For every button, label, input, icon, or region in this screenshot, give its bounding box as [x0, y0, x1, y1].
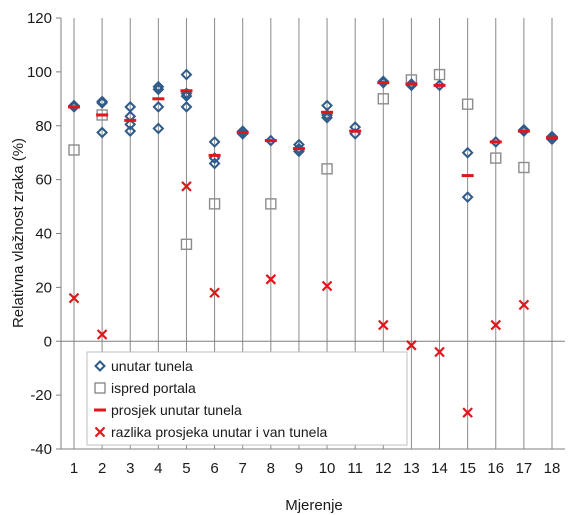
x-point — [265, 274, 277, 285]
diamond-point — [124, 118, 137, 131]
diamond-point — [152, 100, 165, 113]
diamond-point — [180, 90, 193, 103]
diamond-point — [377, 75, 390, 88]
gridlines — [73, 18, 553, 449]
square-point — [461, 98, 474, 110]
x-tick-label: 10 — [319, 460, 336, 477]
square-point — [208, 198, 221, 210]
x-tick-label: 2 — [98, 460, 106, 477]
diamond-point — [180, 68, 193, 81]
x-point — [518, 299, 530, 311]
x-tick-label: 1 — [70, 460, 78, 477]
diamond-point — [152, 80, 165, 93]
x-point — [434, 346, 445, 358]
square-point — [377, 93, 389, 105]
y-tick-label: 0 — [44, 333, 52, 350]
x-tick-label: 3 — [126, 460, 134, 477]
diamond-point — [208, 135, 221, 148]
x-tick-label: 9 — [295, 460, 303, 477]
y-tick-label: 100 — [27, 64, 52, 81]
x-tick-label: 14 — [431, 460, 448, 477]
legend-x-mark-icon — [94, 426, 106, 438]
legend-label: unutar tunela — [111, 358, 193, 374]
x-point — [181, 181, 192, 192]
x-tick-label: 8 — [267, 460, 275, 477]
legend-diamond-icon — [94, 360, 106, 372]
diamond-point — [124, 125, 137, 138]
y-tick-label: 80 — [35, 118, 52, 135]
x-point — [490, 319, 502, 331]
x-tick-label: 11 — [347, 460, 363, 477]
y-tick-label: 20 — [35, 279, 52, 296]
x-tick-label: 16 — [487, 460, 504, 477]
y-tick-label: -40 — [30, 441, 52, 458]
diamond-point — [180, 100, 193, 113]
diamond-point — [461, 146, 474, 159]
diamond-point — [208, 157, 221, 170]
legend-label: razlika prosjeka unutar i van tunela — [111, 424, 328, 440]
square-point — [68, 144, 80, 156]
legend-box — [86, 351, 408, 446]
x-tick-label: 7 — [239, 460, 247, 477]
diamond-point — [152, 122, 165, 135]
data-marks — [68, 68, 558, 418]
x-tick-label: 4 — [154, 460, 162, 477]
square-point — [518, 161, 530, 174]
x-point — [462, 407, 473, 418]
y-tick-label: 60 — [35, 172, 52, 189]
x-point — [68, 292, 80, 304]
diamond-point — [321, 111, 333, 124]
legend-label: ispred portala — [111, 380, 196, 396]
x-point — [378, 319, 389, 331]
y-tick-label: 40 — [35, 226, 52, 243]
axes — [56, 17, 565, 450]
x-tick-label: 17 — [516, 460, 533, 477]
y-tick-label: -20 — [30, 387, 52, 404]
x-point — [96, 329, 108, 340]
x-tick-label: 12 — [375, 460, 392, 477]
x-tick-label: 13 — [403, 460, 420, 477]
legend-label: prosjek unutar tunela — [111, 402, 242, 418]
x-point — [209, 287, 220, 299]
y-axis-title: Relativna vlažnost zraka (%) — [10, 138, 27, 328]
y-tick-label: 120 — [27, 10, 52, 27]
square-point — [490, 152, 502, 164]
x-point — [321, 280, 333, 292]
diamond-point — [96, 96, 109, 109]
square-point — [180, 238, 193, 250]
diamond-point — [461, 191, 474, 204]
diamond-point — [546, 130, 558, 143]
x-tick-label: 15 — [459, 460, 476, 477]
x-point — [406, 340, 417, 351]
x-tick-label: 6 — [210, 460, 218, 477]
square-point — [265, 198, 277, 210]
legend: unutar tunela ispred portala prosjek unuta… — [86, 351, 408, 446]
x-axis-title: Mjerenje — [285, 497, 343, 514]
diamond-point — [152, 83, 165, 96]
x-tick-label: 5 — [182, 460, 190, 477]
square-point — [321, 163, 333, 175]
x-tick-label: 18 — [544, 460, 561, 477]
legend-square-icon — [94, 382, 106, 394]
diamond-point — [96, 126, 109, 139]
diamond-point — [236, 125, 249, 138]
